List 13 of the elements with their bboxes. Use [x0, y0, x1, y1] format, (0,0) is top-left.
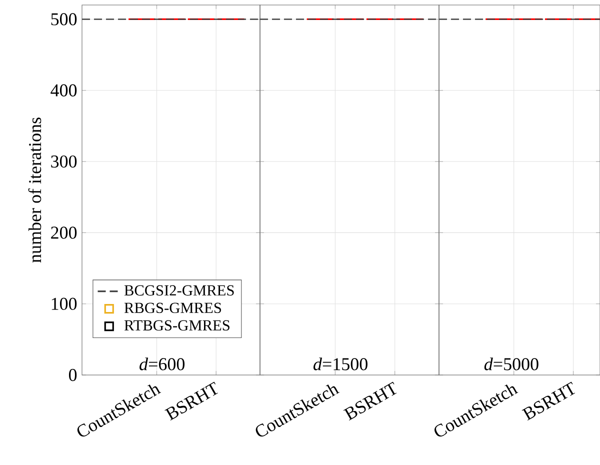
y-tick-label: 400	[50, 84, 77, 96]
y-tick-label: 300	[51, 155, 77, 168]
legend-label: BCGSI2-GMRES	[124, 285, 234, 296]
y-tick-label: 100	[52, 298, 77, 310]
legend-label: RTBGS-GMRES	[124, 320, 230, 331]
y-tick-label: 200	[51, 226, 77, 239]
legend-label: RBGS-GMRES	[124, 302, 221, 314]
annotation: d=5000	[484, 358, 538, 370]
annotation: d=600	[140, 358, 185, 370]
y-tick-label: 0	[68, 368, 77, 382]
annotation: d=1500	[313, 358, 368, 370]
y-axis-title: number of iterations	[28, 118, 42, 263]
y-tick-label: 500	[51, 13, 77, 26]
